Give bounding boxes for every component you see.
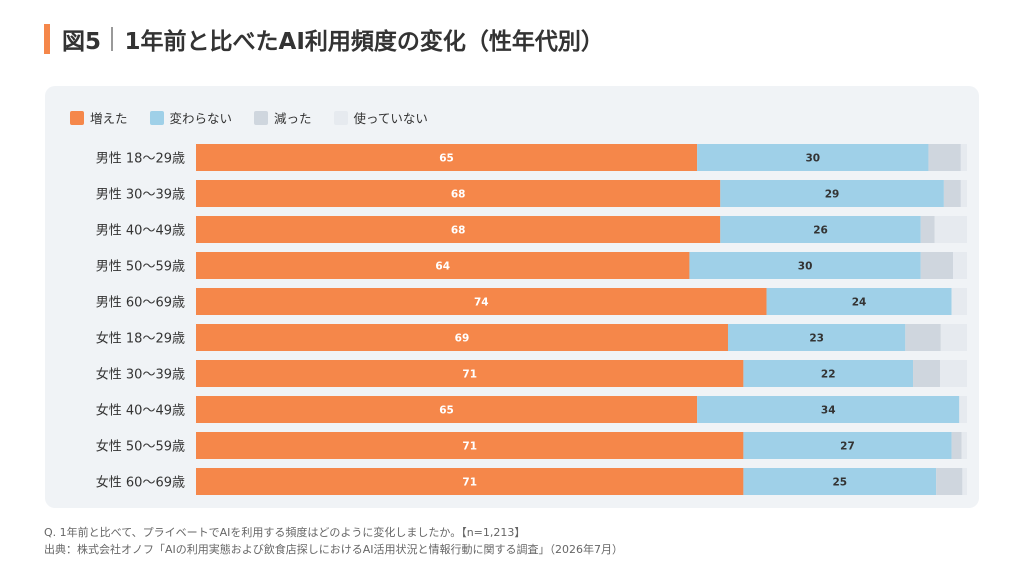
category-label-1: 男性 30〜39歳 (96, 188, 185, 203)
bar-segment-s2-6 (913, 360, 941, 387)
bar-segment-s2-0 (928, 144, 961, 171)
survey-question: Q. 1年前と比べて、プライベートでAIを利用する頻度はどのように変化しましたか… (44, 526, 526, 539)
data-label-s1-5: 23 (809, 333, 824, 345)
category-label-2: 男性 40〜49歳 (96, 224, 185, 239)
data-label-s1-0: 30 (805, 153, 820, 165)
legend-swatch-decreased (254, 110, 269, 125)
bar-segment-s3-8 (961, 432, 967, 459)
page-title: 図5 1年前と比べたAI利用頻度の変化（性年代別） (62, 22, 604, 56)
data-label-s1-9: 25 (832, 477, 847, 489)
category-label-7: 女性 40〜49歳 (96, 403, 185, 419)
bar-segment-s1-2 (720, 216, 921, 243)
legend-swatch-increased (70, 110, 84, 125)
data-label-s1-2: 26 (813, 225, 828, 237)
legend-label-decreased: 減った (274, 111, 312, 126)
data-label-s1-1: 29 (825, 189, 840, 201)
bar-segment-s0-8 (196, 432, 744, 459)
bar-segment-s1-5 (727, 324, 906, 351)
data-label-s0-2: 68 (451, 225, 466, 237)
bar-segment-s0-0 (196, 144, 698, 171)
bar-segment-s2-8 (951, 432, 962, 459)
data-label-s0-1: 68 (451, 189, 466, 201)
bar-segment-s3-3 (953, 252, 967, 279)
title-accent-bar (44, 24, 50, 54)
data-label-s1-4: 24 (852, 297, 867, 309)
bar-segment-s0-3 (196, 252, 690, 279)
bar-segment-s1-1 (720, 180, 944, 207)
chart-title: 1年前と比べたAI利用頻度の変化（性年代別） (124, 29, 604, 55)
legend-label-not-using: 使っていない (353, 111, 428, 126)
bar-segment-s0-9 (196, 468, 744, 495)
bar-segment-s1-6 (743, 360, 914, 387)
category-label-4: 男性 60〜69歳 (96, 296, 185, 311)
category-label-6: 女性 30〜39歳 (96, 367, 185, 383)
bar-segment-s1-8 (743, 432, 952, 459)
category-label-9: 女性 60〜69歳 (96, 475, 185, 491)
chart-notes: Q. 1年前と比べて、プライベートでAIを利用する頻度はどのように変化しましたか… (44, 524, 623, 558)
bar-segment-s3-9 (962, 468, 967, 495)
bar-segment-s3-4 (951, 288, 967, 315)
bar-segment-s2-5 (905, 324, 941, 351)
data-label-s0-8: 71 (462, 441, 477, 453)
legend-item-decreased: 減った (254, 108, 312, 127)
data-label-s1-7: 34 (821, 405, 836, 417)
data-label-s0-3: 64 (435, 261, 450, 273)
bar-segment-s3-0 (960, 144, 967, 171)
bar-segment-s3-7 (959, 396, 967, 423)
bar-segment-s3-2 (934, 216, 967, 243)
data-label-s0-0: 65 (439, 153, 454, 165)
bar-segment-s0-1 (196, 180, 721, 207)
bar-segment-s1-0 (697, 144, 929, 171)
bar-segment-s1-9 (743, 468, 937, 495)
bar-segment-s1-4 (766, 288, 952, 315)
bar-segment-s3-6 (940, 360, 967, 387)
legend-item-increased: 増えた (70, 108, 128, 127)
bar-segment-s2-2 (920, 216, 935, 243)
legend-swatch-unchanged (149, 110, 164, 125)
bar-segment-s0-4 (196, 288, 767, 315)
legend-swatch-not-using (333, 110, 348, 125)
bar-segment-s1-7 (697, 396, 960, 423)
bar-segment-s3-1 (960, 180, 967, 207)
data-label-s0-5: 69 (455, 333, 470, 345)
bar-segment-s0-7 (196, 396, 698, 423)
category-label-8: 女性 50〜59歳 (96, 439, 185, 455)
bar-segment-s0-5 (196, 324, 728, 351)
data-label-s0-6: 71 (462, 369, 477, 381)
source-citation: 出典：株式会社オノフ「AIの利用実態および飲食店探しにおけるAI活用状況と情報行… (44, 543, 624, 556)
data-label-s0-9: 71 (462, 477, 477, 489)
data-label-s1-3: 30 (798, 261, 813, 273)
chart-legend: 増えた 変わらない 減った 使っていない (70, 108, 450, 127)
data-label-s1-8: 27 (840, 441, 855, 453)
data-label-s1-6: 22 (821, 369, 836, 381)
title-separator (111, 27, 113, 51)
legend-item-not-using: 使っていない (333, 108, 428, 127)
category-label-0: 男性 18〜29歳 (96, 152, 185, 167)
figure-label: 図5 (62, 29, 102, 55)
data-label-s0-4: 74 (474, 297, 489, 309)
bar-segment-s2-9 (936, 468, 963, 495)
bar-segment-s2-1 (943, 180, 961, 207)
bar-segment-s1-3 (689, 252, 921, 279)
bar-segment-s2-3 (920, 252, 954, 279)
category-label-5: 女性 18〜29歳 (96, 331, 185, 347)
legend-label-increased: 増えた (90, 111, 128, 126)
data-label-s0-7: 65 (439, 405, 454, 417)
bar-segment-s3-5 (940, 324, 967, 351)
category-label-3: 男性 50〜59歳 (96, 260, 185, 275)
bar-segment-s0-6 (196, 360, 744, 387)
bar-segment-s0-2 (196, 216, 721, 243)
legend-item-unchanged: 変わらない (149, 108, 233, 127)
legend-label-unchanged: 変わらない (169, 111, 233, 126)
